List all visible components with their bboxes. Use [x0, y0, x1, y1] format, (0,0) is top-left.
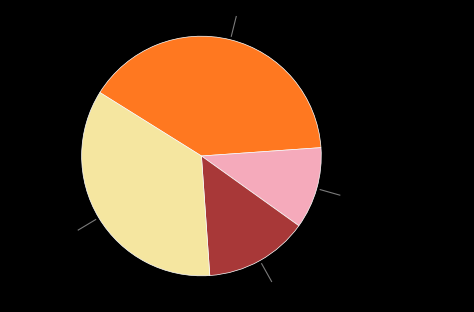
Wedge shape: [201, 156, 299, 275]
Wedge shape: [201, 148, 321, 226]
Wedge shape: [82, 93, 210, 276]
Wedge shape: [100, 36, 321, 156]
